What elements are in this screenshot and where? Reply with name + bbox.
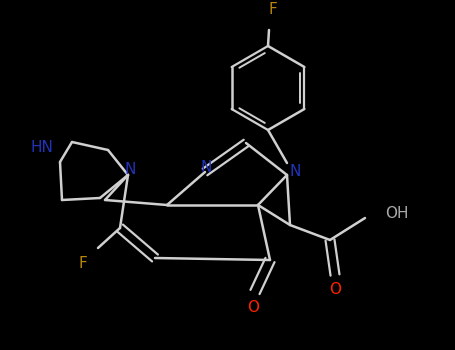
Text: HN: HN: [30, 140, 53, 155]
Text: O: O: [247, 300, 259, 315]
Text: OH: OH: [385, 206, 409, 222]
Text: N: N: [200, 161, 212, 175]
Text: F: F: [268, 2, 278, 18]
Text: F: F: [79, 256, 87, 271]
Text: N: N: [289, 164, 301, 180]
Text: O: O: [329, 282, 341, 298]
Text: N: N: [124, 162, 136, 177]
